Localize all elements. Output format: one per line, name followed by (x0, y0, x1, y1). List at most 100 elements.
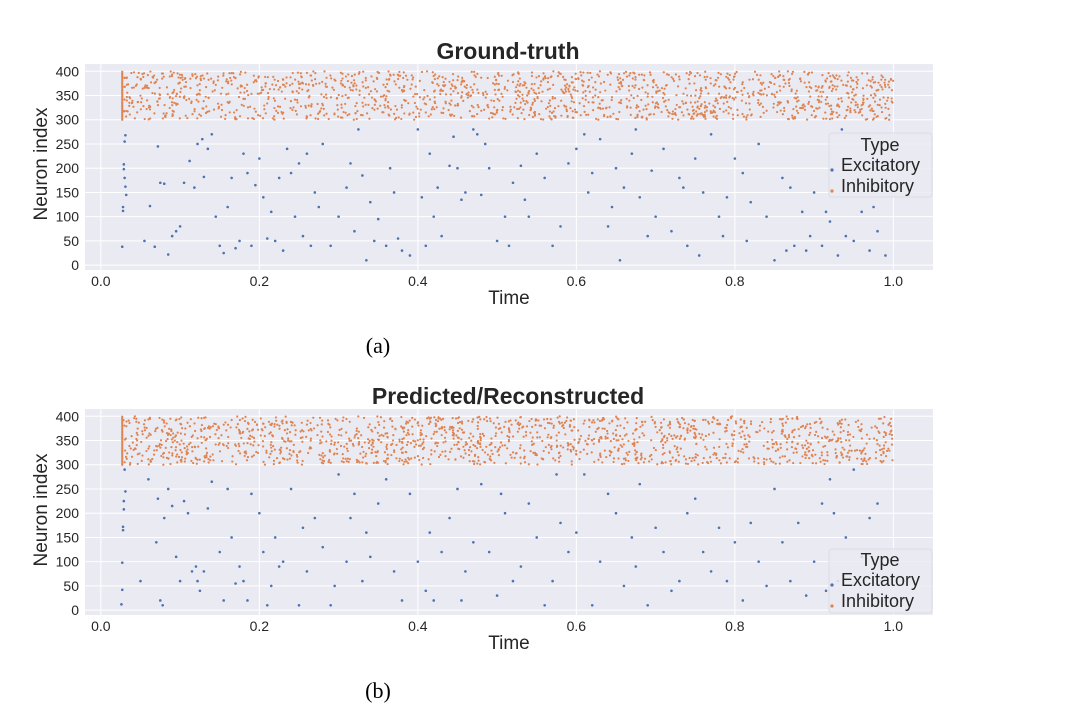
chart-b-legend-excitatory: Excitatory (841, 570, 920, 590)
inhibitory-spike (838, 461, 841, 464)
excitatory-spike (555, 473, 558, 476)
inhibitory-spike (659, 421, 663, 424)
inhibitory-spike (257, 76, 260, 79)
inhibitory-spike (548, 110, 551, 113)
inhibitory-spike (128, 113, 131, 116)
inhibitory-spike (204, 439, 207, 442)
inhibitory-spike (660, 86, 664, 90)
inhibitory-spike (880, 453, 883, 457)
inhibitory-spike (496, 416, 499, 419)
inhibitory-spike (141, 72, 144, 76)
inhibitory-spike (780, 432, 783, 435)
excitatory-spike (345, 560, 348, 563)
inhibitory-spike (603, 113, 606, 117)
inhibitory-spike (582, 71, 585, 74)
inhibitory-spike (230, 83, 233, 86)
inhibitory-spike (487, 106, 490, 109)
excitatory-spike (701, 191, 705, 194)
inhibitory-spike (700, 103, 703, 106)
inhibitory-spike (781, 455, 784, 458)
inhibitory-spike (702, 438, 705, 441)
inhibitory-spike (294, 78, 297, 81)
inhibitory-spike (355, 88, 358, 91)
inhibitory-spike (136, 76, 139, 79)
excitatory-spike (285, 147, 289, 151)
inhibitory-spike (314, 117, 317, 120)
inhibitory-spike (174, 95, 178, 98)
inhibitory-spike (521, 84, 524, 87)
inhibitory-spike (708, 102, 711, 105)
inhibitory-spike (839, 431, 842, 434)
inhibitory-spike (791, 429, 794, 432)
inhibitory-spike (158, 442, 161, 446)
inhibitory-spike (748, 95, 751, 98)
inhibitory-spike (360, 434, 363, 437)
inhibitory-spike (379, 416, 383, 419)
inhibitory-spike (696, 113, 699, 116)
inhibitory-spike (342, 416, 345, 419)
inhibitory-spike (703, 106, 706, 109)
inhibitory-spike (291, 108, 294, 111)
inhibitory-spike (874, 94, 877, 97)
inhibitory-spike (391, 439, 395, 442)
inhibitory-spike (413, 101, 417, 105)
inhibitory-spike (520, 112, 523, 115)
inhibitory-spike (641, 424, 644, 427)
inhibitory-spike (442, 417, 445, 420)
inhibitory-spike (270, 441, 273, 444)
inhibitory-spike (814, 462, 818, 465)
inhibitory-spike (312, 416, 315, 419)
inhibitory-spike (141, 454, 144, 457)
excitatory-spike (262, 195, 265, 199)
inhibitory-spike (534, 418, 538, 421)
inhibitory-spike (203, 460, 206, 463)
inhibitory-spike (439, 88, 443, 91)
inhibitory-spike (189, 77, 192, 80)
inhibitory-spike (624, 457, 627, 460)
inhibitory-spike (322, 95, 326, 98)
inhibitory-spike (849, 111, 852, 114)
excitatory-spike (357, 128, 360, 131)
inhibitory-spike (405, 443, 409, 446)
inhibitory-spike (698, 107, 701, 110)
inhibitory-spike (508, 436, 511, 439)
chart-a-legend-title: Type (860, 135, 899, 155)
inhibitory-spike (280, 110, 283, 114)
inhibitory-spike (192, 461, 195, 465)
inhibitory-spike (597, 106, 600, 109)
inhibitory-spike (569, 107, 572, 110)
excitatory-spike (499, 492, 503, 496)
inhibitory-spike (778, 70, 781, 73)
inhibitory-spike (803, 453, 806, 456)
inhibitory-spike (846, 451, 850, 454)
inhibitory-spike (866, 117, 869, 121)
excitatory-spike (646, 604, 649, 607)
inhibitory-spike (139, 94, 142, 97)
inhibitory-spike (799, 461, 802, 465)
inhibitory-spike (829, 113, 832, 116)
inhibitory-spike (477, 442, 480, 445)
inhibitory-spike (828, 85, 831, 88)
inhibitory-spike (476, 88, 479, 91)
inhibitory-spike (136, 433, 139, 436)
inhibitory-spike (715, 99, 719, 102)
inhibitory-spike (830, 108, 833, 111)
inhibitory-spike (853, 94, 856, 97)
inhibitory-spike (675, 94, 678, 97)
inhibitory-spike (676, 450, 679, 454)
inhibitory-spike (276, 111, 280, 114)
inhibitory-spike (838, 75, 841, 78)
inhibitory-spike (333, 113, 336, 116)
inhibitory-spike (328, 433, 332, 436)
excitatory-spike (487, 166, 491, 170)
chart-b-legend-marker-excitatory (830, 583, 834, 587)
inhibitory-spike (351, 89, 354, 92)
inhibitory-spike (850, 91, 854, 94)
inhibitory-spike (148, 432, 151, 435)
inhibitory-spike (216, 102, 220, 105)
inhibitory-spike (712, 431, 715, 434)
inhibitory-spike (534, 423, 537, 427)
inhibitory-spike (824, 459, 827, 462)
inhibitory-spike (208, 427, 211, 430)
inhibitory-spike (491, 116, 494, 119)
